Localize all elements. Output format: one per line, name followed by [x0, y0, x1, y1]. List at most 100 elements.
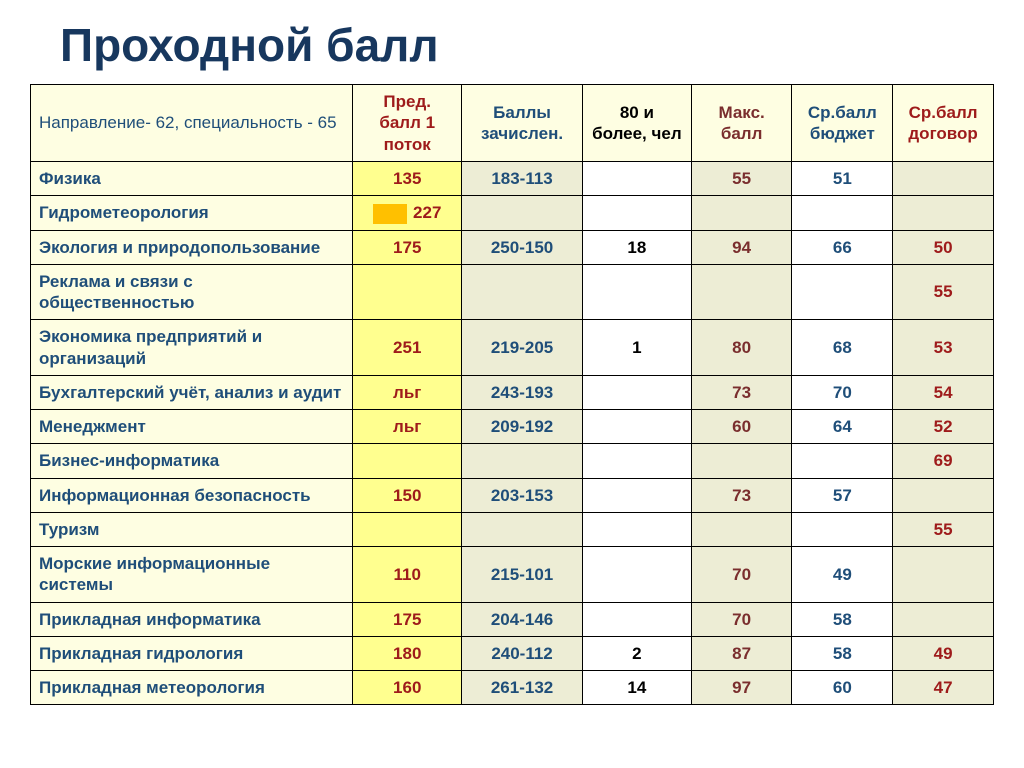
- cell-zach: [462, 512, 583, 546]
- cell-budget: [792, 196, 893, 231]
- cell-zach: [462, 196, 583, 231]
- row-label: Прикладная гидрология: [31, 636, 353, 670]
- cell-budget: 70: [792, 375, 893, 409]
- cell-budget: 58: [792, 602, 893, 636]
- cell-pred: льг: [353, 375, 462, 409]
- table-row: Туризм 55: [31, 512, 994, 546]
- cell-more80: [582, 410, 691, 444]
- row-label: Экономика предприятий и организаций: [31, 320, 353, 376]
- cell-budget: 57: [792, 478, 893, 512]
- cell-contract: [893, 478, 994, 512]
- cell-max: 55: [691, 161, 792, 195]
- cell-pred: 227: [353, 196, 462, 231]
- cell-pred: 135: [353, 161, 462, 195]
- cell-budget: 66: [792, 230, 893, 264]
- cell-budget: 64: [792, 410, 893, 444]
- cell-contract: [893, 547, 994, 603]
- cell-budget: 68: [792, 320, 893, 376]
- cell-more80: 18: [582, 230, 691, 264]
- cell-more80: [582, 512, 691, 546]
- cell-contract: 55: [893, 512, 994, 546]
- hdr-zach: Баллы зачислен.: [462, 85, 583, 162]
- cell-zach: 215-101: [462, 547, 583, 603]
- cell-zach: 183-113: [462, 161, 583, 195]
- cell-pred: льг: [353, 410, 462, 444]
- cell-max: 70: [691, 547, 792, 603]
- cell-pred: [353, 264, 462, 320]
- table-row: Прикладная метеорология160261-1321497604…: [31, 671, 994, 705]
- cell-max: [691, 196, 792, 231]
- cell-more80: 1: [582, 320, 691, 376]
- cell-pred: [353, 444, 462, 478]
- cell-max: [691, 512, 792, 546]
- header-row: Направление- 62, специальность - 65 Пред…: [31, 85, 994, 162]
- cell-contract: 52: [893, 410, 994, 444]
- row-label: Реклама и связи с общественностью: [31, 264, 353, 320]
- cell-max: 60: [691, 410, 792, 444]
- hdr-max: Макс. балл: [691, 85, 792, 162]
- cell-budget: 51: [792, 161, 893, 195]
- cell-contract: 53: [893, 320, 994, 376]
- table-row: Бухгалтерский учёт, анализ и аудитльг243…: [31, 375, 994, 409]
- cell-zach: [462, 444, 583, 478]
- row-label: Бизнес-информатика: [31, 444, 353, 478]
- cell-budget: 60: [792, 671, 893, 705]
- cell-pred: 180: [353, 636, 462, 670]
- cell-contract: 47: [893, 671, 994, 705]
- cell-contract: [893, 161, 994, 195]
- row-label: Экология и природопользование: [31, 230, 353, 264]
- cell-zach: 203-153: [462, 478, 583, 512]
- cell-zach: 250-150: [462, 230, 583, 264]
- cell-pred: 251: [353, 320, 462, 376]
- row-label: Прикладная информатика: [31, 602, 353, 636]
- cell-max: 73: [691, 478, 792, 512]
- cell-max: 94: [691, 230, 792, 264]
- hdr-direction: Направление- 62, специальность - 65: [31, 85, 353, 162]
- cell-max: 97: [691, 671, 792, 705]
- cell-pred: 110: [353, 547, 462, 603]
- table-row: Физика135183-1135551: [31, 161, 994, 195]
- table-row: Экономика предприятий и организаций25121…: [31, 320, 994, 376]
- cell-more80: 2: [582, 636, 691, 670]
- cell-zach: 243-193: [462, 375, 583, 409]
- cell-budget: [792, 444, 893, 478]
- hdr-budget: Ср.балл бюджет: [792, 85, 893, 162]
- row-label: Информационная безопасность: [31, 478, 353, 512]
- cell-pred: 160: [353, 671, 462, 705]
- cell-budget: [792, 264, 893, 320]
- cell-more80: 14: [582, 671, 691, 705]
- cell-budget: 58: [792, 636, 893, 670]
- cell-contract: [893, 602, 994, 636]
- cell-max: 70: [691, 602, 792, 636]
- cell-contract: 54: [893, 375, 994, 409]
- cell-budget: 49: [792, 547, 893, 603]
- cell-pred: [353, 512, 462, 546]
- cell-more80: [582, 602, 691, 636]
- cell-max: 87: [691, 636, 792, 670]
- cell-max: 73: [691, 375, 792, 409]
- table-row: Морские информационные системы110215-101…: [31, 547, 994, 603]
- row-label: Туризм: [31, 512, 353, 546]
- hdr-contract: Ср.балл договор: [893, 85, 994, 162]
- table-row: Менеджментльг209-192 606452: [31, 410, 994, 444]
- cell-more80: [582, 375, 691, 409]
- table-row: Бизнес-информатика 69: [31, 444, 994, 478]
- cell-max: 80: [691, 320, 792, 376]
- cell-more80: [582, 161, 691, 195]
- row-label: Менеджмент: [31, 410, 353, 444]
- scores-table: Направление- 62, специальность - 65 Пред…: [30, 84, 994, 705]
- row-label: Морские информационные системы: [31, 547, 353, 603]
- cell-budget: [792, 512, 893, 546]
- hdr-pred: Пред. балл 1 поток: [353, 85, 462, 162]
- cell-zach: 209-192: [462, 410, 583, 444]
- row-label: Бухгалтерский учёт, анализ и аудит: [31, 375, 353, 409]
- cell-more80: [582, 264, 691, 320]
- table-row: Информационная безопасность150203-153 735…: [31, 478, 994, 512]
- cell-contract: 50: [893, 230, 994, 264]
- cell-contract: 69: [893, 444, 994, 478]
- cell-pred: 150: [353, 478, 462, 512]
- cell-more80: [582, 547, 691, 603]
- accent-icon: [373, 204, 407, 224]
- cell-zach: [462, 264, 583, 320]
- table-row: Гидрометеорология227: [31, 196, 994, 231]
